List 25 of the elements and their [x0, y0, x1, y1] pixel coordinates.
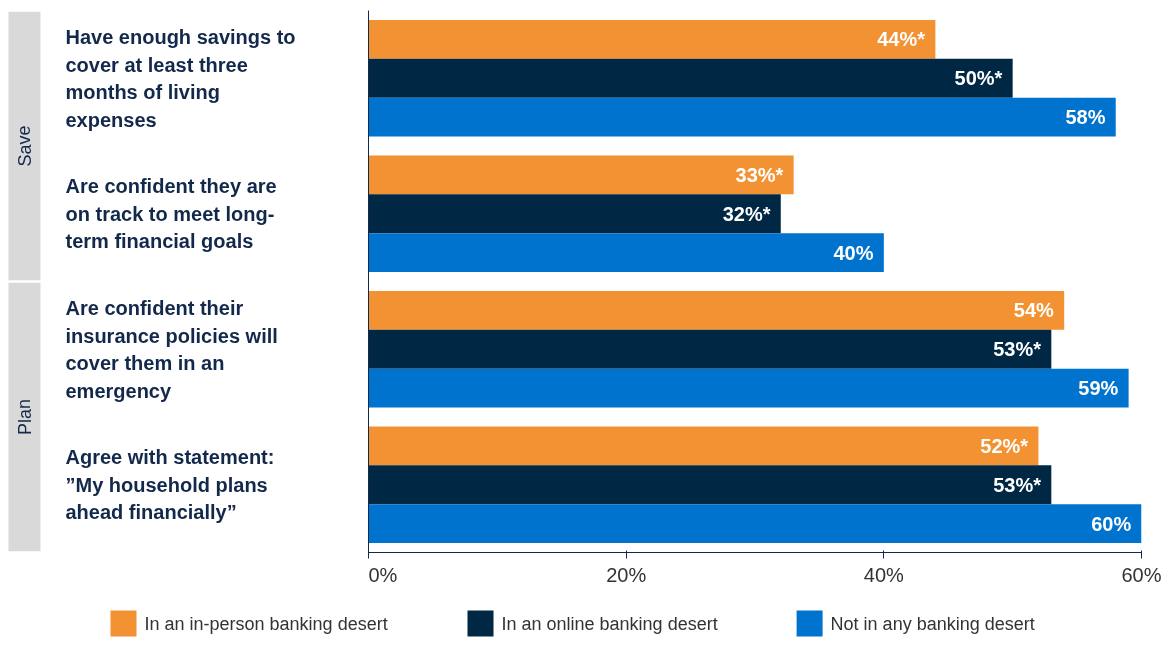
data-label: 53%*: [993, 338, 1042, 361]
data-label: 54%: [1013, 299, 1055, 322]
data-label: 32%*: [722, 202, 771, 225]
legend-label: In an online banking desert: [501, 613, 718, 634]
data-label: 50%*: [954, 67, 1003, 90]
data-label: 58%: [1065, 106, 1106, 129]
data-label: 33%*: [735, 163, 784, 186]
data-label: 40%: [833, 241, 874, 264]
data-label: 44%*: [877, 28, 926, 51]
y-tick-label: Have enough savings to cover at least three months of living expenses: [65, 26, 296, 131]
data-label: 52%*: [980, 434, 1029, 457]
y-tick-label: Are confident their insurance policies will cover them in an emergency: [65, 297, 278, 402]
legend-label: Not in any banking desert: [830, 613, 1035, 634]
text: Plan: [14, 398, 35, 436]
data-label: 53%*: [993, 473, 1042, 496]
legend-label: In an in-person banking desert: [144, 613, 388, 634]
data-label: 60%: [1091, 512, 1132, 535]
x-tick-label: 20%: [606, 563, 647, 586]
x-tick-label: 0%: [368, 563, 398, 586]
x-tick-label: 40%: [863, 563, 905, 586]
x-tick-label: 60%: [1121, 563, 1162, 586]
data-label: 59%: [1078, 377, 1119, 400]
y-tick-label: Agree with statement: ”My household plans ahead financially”: [65, 446, 275, 524]
text: Save: [14, 125, 35, 167]
y-tick-label: Are confident they are on track to meet long-term financial goals: [65, 175, 277, 253]
